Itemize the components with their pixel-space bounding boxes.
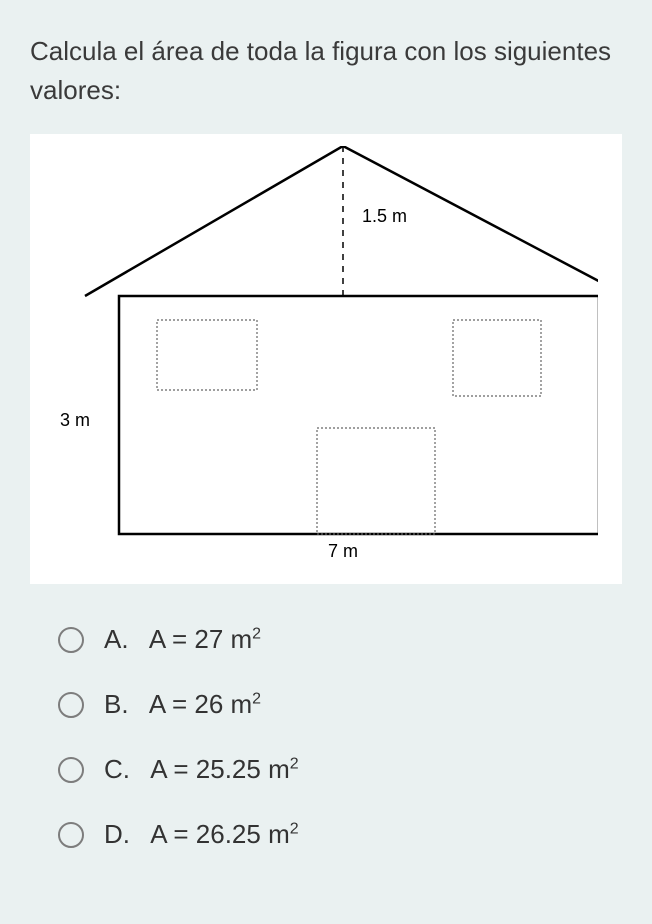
option-sup: 2 xyxy=(290,755,299,772)
option-text: A = 26.25 m xyxy=(150,819,289,849)
option-sup: 2 xyxy=(252,625,261,642)
label-triangle-height: 1.5 m xyxy=(362,206,407,227)
figure-container: 1.5 m 3 m 7 m xyxy=(30,134,622,584)
radio-icon xyxy=(58,822,84,848)
option-c[interactable]: C. A = 25.25 m2 xyxy=(58,754,622,785)
option-b-label: B. A = 26 m2 xyxy=(104,689,261,720)
radio-icon xyxy=(58,757,84,783)
option-letter: D. xyxy=(104,819,130,849)
label-rect-width: 7 m xyxy=(328,541,358,562)
option-c-label: C. A = 25.25 m2 xyxy=(104,754,299,785)
option-letter: A. xyxy=(104,624,129,654)
option-a-label: A. A = 27 m2 xyxy=(104,624,261,655)
option-d[interactable]: D. A = 26.25 m2 xyxy=(58,819,622,850)
option-letter: B. xyxy=(104,689,129,719)
option-a[interactable]: A. A = 27 m2 xyxy=(58,624,622,655)
option-text: A = 27 m xyxy=(149,624,252,654)
question-prompt: Calcula el área de toda la figura con lo… xyxy=(30,32,622,110)
option-sup: 2 xyxy=(252,690,261,707)
radio-icon xyxy=(58,692,84,718)
label-rect-height: 3 m xyxy=(60,410,90,431)
option-text: A = 25.25 m xyxy=(150,754,289,784)
option-d-label: D. A = 26.25 m2 xyxy=(104,819,299,850)
option-text: A = 26 m xyxy=(149,689,252,719)
option-letter: C. xyxy=(104,754,130,784)
house-figure: 1.5 m 3 m 7 m xyxy=(44,146,598,558)
option-b[interactable]: B. A = 26 m2 xyxy=(58,689,622,720)
option-sup: 2 xyxy=(290,820,299,837)
options-list: A. A = 27 m2 B. A = 26 m2 C. A = 25.25 m… xyxy=(30,624,622,850)
house-svg xyxy=(44,146,598,558)
radio-icon xyxy=(58,627,84,653)
